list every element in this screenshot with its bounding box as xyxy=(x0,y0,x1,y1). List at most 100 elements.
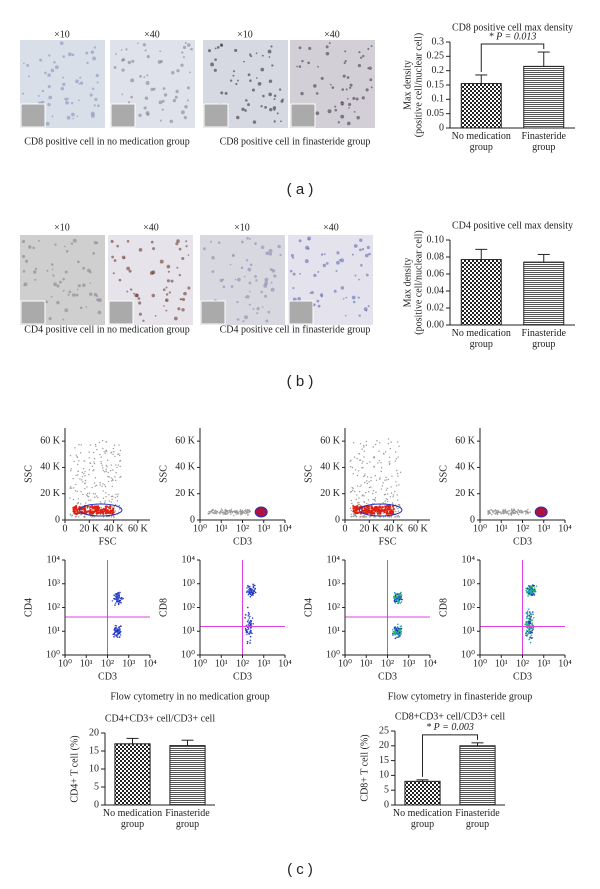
cell-stain xyxy=(366,245,370,250)
cell-stain xyxy=(256,312,259,315)
x-axis-label: CD3 xyxy=(233,671,252,682)
cell-stain xyxy=(151,270,156,275)
flow-event xyxy=(398,627,400,630)
cell-stain xyxy=(313,84,317,88)
flow-event xyxy=(352,513,355,515)
flow-event xyxy=(530,613,533,616)
flow-event xyxy=(239,509,242,511)
cell-stain xyxy=(71,293,76,297)
flow-event xyxy=(389,462,391,465)
cell-stain xyxy=(365,88,369,92)
cell-stain xyxy=(96,241,99,245)
flow-event xyxy=(394,460,397,462)
flow-event xyxy=(94,485,97,487)
flow-event xyxy=(116,466,118,469)
flow-event xyxy=(526,634,529,637)
flow-event xyxy=(365,444,368,446)
flow-event xyxy=(89,506,92,509)
flow-event xyxy=(105,492,107,494)
flow-event xyxy=(91,516,93,518)
flow-event xyxy=(370,479,372,482)
flow-event xyxy=(252,586,255,589)
flow-event xyxy=(118,508,121,510)
cell-stain xyxy=(143,76,146,79)
x-tick-label: Finasteride group xyxy=(521,131,566,153)
x-tick-label: 10⁴ xyxy=(558,658,572,669)
cell-stain xyxy=(254,274,257,278)
x-tick-label: 10⁰ xyxy=(473,658,487,669)
flow-event xyxy=(394,490,396,493)
cell-stain xyxy=(317,304,321,308)
cell-stain xyxy=(142,319,145,322)
image-caption: CD8 positive cell in no medication group xyxy=(24,136,190,147)
cell-stain xyxy=(341,88,345,91)
flow-event xyxy=(88,505,90,507)
flow-event xyxy=(400,601,403,603)
cell-stain xyxy=(363,307,368,311)
y-axis-title: Max density (positive cell/nuclear cell) xyxy=(402,230,424,334)
flow-event xyxy=(224,511,226,514)
cell-stain xyxy=(370,45,373,47)
cell-stain xyxy=(337,121,340,124)
flow-event xyxy=(115,634,118,636)
cell-stain xyxy=(190,47,193,51)
flow-event xyxy=(118,636,121,638)
cell-stain xyxy=(249,290,251,293)
flow-event xyxy=(373,457,375,459)
flow-event xyxy=(529,636,531,638)
cell-stain xyxy=(334,105,337,108)
cell-stain xyxy=(138,113,142,118)
flow-event xyxy=(513,509,516,512)
flow-event xyxy=(114,634,116,636)
flow-event xyxy=(525,634,527,637)
cell-stain xyxy=(245,259,249,262)
cell-stain xyxy=(111,255,114,259)
cell-stain xyxy=(162,288,166,292)
cell-stain xyxy=(236,115,240,120)
cell-stain xyxy=(249,53,252,56)
cell-stain xyxy=(53,60,56,64)
flow-event xyxy=(83,508,87,511)
y-tick-label: 10³ xyxy=(462,578,475,589)
flow-event xyxy=(102,516,105,518)
flow-event xyxy=(103,451,106,453)
flow-event xyxy=(104,471,106,473)
cell-stain xyxy=(142,43,147,47)
flow-event xyxy=(359,442,362,445)
magnification: ×40 xyxy=(144,29,160,40)
cell-stain xyxy=(23,284,25,286)
flow-event xyxy=(527,617,530,620)
flow-event xyxy=(352,441,355,444)
flow-event xyxy=(214,510,216,512)
cell-stain xyxy=(213,68,217,72)
cell-stain xyxy=(174,95,178,99)
flow-event xyxy=(92,510,96,514)
flow-event xyxy=(398,633,400,636)
cell-stain xyxy=(162,87,166,90)
cell-stain xyxy=(331,86,335,89)
cell-stain xyxy=(144,49,147,52)
cell-stain xyxy=(118,278,122,282)
flow-event xyxy=(247,619,250,621)
cell-stain xyxy=(150,240,154,244)
cell-stain xyxy=(340,286,345,290)
flow-event xyxy=(400,598,402,600)
cell-stain xyxy=(250,55,253,58)
cell-stain xyxy=(370,86,373,89)
cell-stain xyxy=(60,86,65,91)
flow-event xyxy=(531,611,534,613)
flow-event xyxy=(110,464,112,466)
flow-event xyxy=(94,443,97,446)
flow-event xyxy=(529,622,532,625)
cell-stain xyxy=(359,248,362,252)
cell-stain xyxy=(92,56,97,61)
x-tick-label: 10¹ xyxy=(80,658,93,669)
cell-stain xyxy=(165,286,168,289)
x-tick-label: 10¹ xyxy=(215,658,228,669)
flow-event xyxy=(394,451,397,453)
flow-event xyxy=(394,596,396,599)
cell-stain xyxy=(146,55,150,59)
magnification: ×10 xyxy=(54,222,70,233)
flow-event xyxy=(76,509,79,513)
flow-event xyxy=(525,632,527,635)
